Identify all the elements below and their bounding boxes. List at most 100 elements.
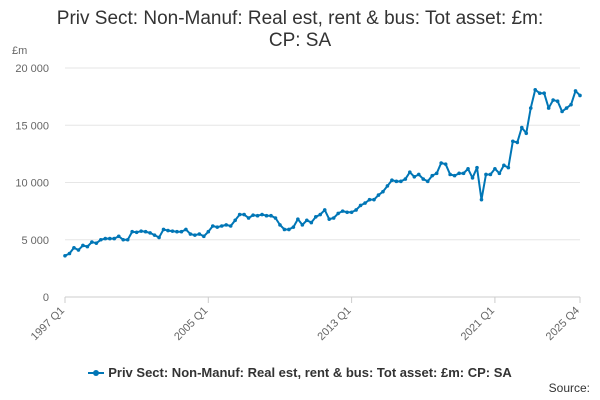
- data-point: [63, 253, 67, 258]
- data-point: [358, 203, 363, 208]
- x-tick-label: 1997 Q1: [29, 305, 67, 343]
- y-tick-label: 10 000: [15, 178, 49, 190]
- data-point: [170, 229, 175, 233]
- data-point: [318, 212, 323, 217]
- data-point: [372, 197, 376, 202]
- data-point: [184, 227, 188, 232]
- data-point: [193, 233, 197, 237]
- data-point: [134, 230, 139, 235]
- data-point: [269, 213, 273, 218]
- data-point: [313, 215, 318, 219]
- data-point: [76, 248, 81, 252]
- data-point: [528, 106, 533, 110]
- data-point: [461, 171, 466, 176]
- legend[interactable]: Priv Sect: Non-Manuf: Real est, rent & b…: [0, 365, 600, 381]
- data-point: [260, 212, 264, 217]
- data-point: [278, 223, 282, 227]
- data-point: [210, 224, 215, 228]
- data-point: [452, 173, 457, 178]
- data-point: [551, 98, 555, 102]
- data-point: [385, 184, 390, 188]
- data-point: [287, 227, 291, 232]
- y-tick-label: 15 000: [15, 120, 49, 132]
- data-point: [336, 211, 340, 216]
- data-point: [85, 244, 90, 249]
- data-point: [484, 172, 488, 177]
- data-point: [555, 99, 560, 104]
- data-point: [430, 173, 435, 178]
- data-point: [408, 170, 412, 174]
- y-tick-label: 20 000: [15, 63, 49, 75]
- data-point: [81, 243, 85, 248]
- data-point: [125, 237, 130, 242]
- data-point: [367, 197, 372, 202]
- data-point: [179, 229, 184, 234]
- data-point: [403, 177, 408, 181]
- data-point: [515, 140, 520, 145]
- y-tick-label: 0: [43, 292, 49, 304]
- x-tick-label: 2025 Q4: [544, 305, 582, 343]
- data-point: [546, 106, 551, 110]
- data-point: [376, 193, 381, 197]
- data-point: [421, 177, 426, 181]
- data-point: [139, 229, 143, 233]
- data-point: [363, 201, 367, 205]
- data-point: [296, 217, 300, 221]
- data-point: [175, 229, 179, 234]
- data-point: [237, 212, 242, 217]
- data-point: [533, 87, 538, 92]
- data-point: [219, 224, 224, 228]
- data-point: [425, 179, 430, 184]
- data-point: [246, 216, 251, 220]
- data-point: [300, 223, 305, 227]
- data-point: [416, 172, 421, 177]
- data-point: [493, 166, 497, 171]
- data-point: [130, 229, 134, 234]
- data-point: [564, 106, 569, 110]
- data-point: [354, 208, 358, 212]
- data-point: [116, 234, 121, 239]
- data-point: [327, 217, 332, 221]
- data-point: [524, 131, 529, 136]
- chart-title: Priv Sect: Non-Manuf: Real est, rent & b…: [0, 8, 600, 52]
- data-point: [99, 237, 103, 242]
- x-tick-label: 2013 Q1: [315, 305, 353, 343]
- data-point: [519, 125, 524, 130]
- data-point: [121, 237, 126, 242]
- data-point: [188, 232, 193, 236]
- data-point: [264, 213, 269, 218]
- data-point: [412, 174, 417, 179]
- data-point: [506, 165, 511, 170]
- x-tick-label: 2021 Q1: [459, 305, 497, 343]
- data-point: [448, 172, 452, 177]
- data-point: [578, 93, 582, 98]
- data-point: [161, 227, 166, 232]
- data-point: [103, 236, 108, 241]
- data-point: [148, 231, 152, 235]
- data-point: [399, 179, 403, 184]
- data-point: [457, 171, 461, 176]
- data-point: [497, 171, 502, 176]
- data-point: [282, 227, 287, 232]
- data-point: [152, 233, 157, 237]
- data-point: [166, 228, 170, 233]
- legend-line-marker-icon: [88, 368, 105, 378]
- data-point: [291, 225, 296, 229]
- data-point: [537, 91, 542, 95]
- data-point: [345, 210, 349, 215]
- data-point: [90, 240, 94, 244]
- data-point: [215, 225, 220, 229]
- data-point: [228, 224, 233, 228]
- data-point: [470, 176, 475, 180]
- data-point: [479, 197, 484, 202]
- data-point: [305, 218, 309, 223]
- data-point: [475, 165, 479, 170]
- data-point: [340, 209, 345, 213]
- data-point: [157, 235, 161, 240]
- data-point: [349, 210, 354, 215]
- data-point: [381, 189, 385, 194]
- data-point: [67, 251, 72, 256]
- data-point: [466, 166, 470, 171]
- data-point: [255, 213, 260, 218]
- y-tick-label: 5 000: [21, 235, 49, 247]
